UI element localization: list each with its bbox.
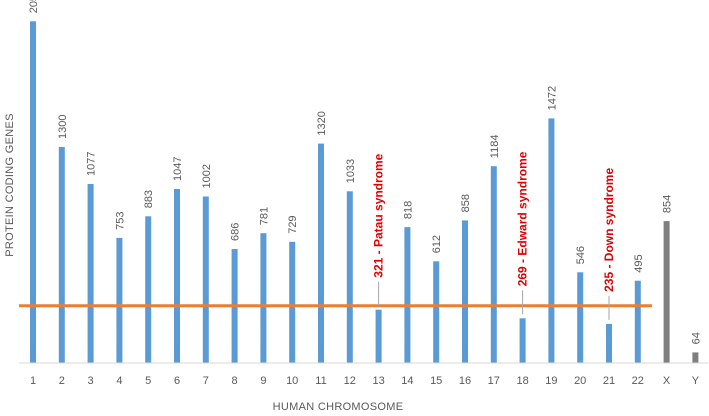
value-label-chr-22: 495 (633, 254, 645, 272)
bar-chr-9 (260, 233, 267, 363)
x-tick-labels: 1 2 3 4 5 6 7 8 9 10 11 12 13 14 15 16 17 18 19 20 21 22 X Y (30, 375, 700, 387)
bar-chr-16 (462, 220, 468, 363)
bar-chr-3 (87, 184, 94, 363)
x-tick-X: X (663, 375, 671, 387)
value-label-chr-7: 1002 (201, 164, 213, 188)
x-tick-12: 12 (344, 375, 356, 387)
bar-chr-X (663, 221, 670, 363)
bar-chr-2 (58, 147, 65, 363)
bar-chr-13 (375, 309, 382, 363)
x-tick-10: 10 (286, 375, 298, 387)
x-tick-Y: Y (692, 375, 700, 387)
bar-chr-1 (30, 21, 36, 364)
bar-chr-5 (145, 216, 152, 363)
value-label-chr-16: 858 (460, 194, 472, 212)
x-tick-5: 5 (145, 375, 151, 387)
annotations: 321 - Patau syndrome 269 - Edward syndrom… (372, 151, 616, 320)
value-label-chr-9: 781 (258, 207, 270, 225)
bar-chr-15 (433, 261, 440, 363)
value-label-chr-6: 1047 (172, 157, 184, 181)
bar-chr-6 (174, 189, 180, 363)
x-tick-6: 6 (174, 375, 180, 387)
value-label-chr-8: 686 (230, 223, 242, 241)
value-label-chr-20: 546 (575, 246, 587, 264)
value-label-chr-19: 1472 (546, 86, 558, 110)
x-tick-15: 15 (430, 375, 442, 387)
x-tick-7: 7 (203, 375, 209, 387)
value-label-chr-14: 818 (402, 201, 414, 219)
annotation-chr-18: 269 - Edward syndrome (516, 151, 530, 286)
x-tick-8: 8 (232, 375, 238, 387)
x-tick-18: 18 (516, 375, 528, 387)
x-tick-9: 9 (260, 375, 266, 387)
value-labels: 2056 1300 1077 753 883 1047 1002 686 781 729 1320 1… (28, 0, 702, 344)
value-label-chr-5: 883 (143, 190, 155, 208)
x-tick-22: 22 (632, 375, 644, 387)
bar-chr-14 (404, 227, 411, 363)
bar-chr-20 (577, 272, 584, 363)
value-label-chr-17: 1184 (489, 135, 501, 159)
bars-layer (30, 21, 699, 364)
x-tick-11: 11 (315, 375, 326, 387)
value-label-chr-1: 2056 (28, 0, 40, 13)
bar-chr-4 (116, 237, 123, 363)
y-axis-title: PROTEIN CODING GENES (4, 113, 16, 257)
value-label-chr-10: 729 (287, 215, 299, 233)
value-label-chr-4: 753 (114, 212, 126, 230)
x-tick-13: 13 (372, 375, 384, 387)
x-tick-20: 20 (574, 375, 586, 387)
bar-chr-21 (606, 323, 612, 363)
value-label-chr-3: 1077 (86, 152, 98, 176)
x-tick-17: 17 (488, 375, 500, 387)
value-label-chr-2: 1300 (57, 115, 69, 139)
x-tick-3: 3 (88, 375, 94, 387)
x-tick-4: 4 (116, 375, 122, 387)
value-label-chr-12: 1033 (345, 159, 357, 183)
x-axis-title: HUMAN CHROMOSOME (273, 401, 404, 413)
value-label-chr-15: 612 (431, 235, 443, 253)
x-tick-19: 19 (545, 375, 557, 387)
annotation-chr-13: 321 - Patau syndrome (372, 153, 386, 277)
value-label-chr-X: 854 (662, 195, 674, 213)
value-label-chr-Y: 64 (690, 332, 702, 344)
bar-chr-Y (692, 352, 699, 363)
x-tick-2: 2 (59, 375, 65, 387)
bar-chr-11 (318, 143, 324, 363)
x-tick-1: 1 (30, 375, 36, 387)
x-tick-14: 14 (401, 375, 413, 387)
bar-chr-12 (346, 191, 353, 363)
annotation-chr-21: 235 - Down syndrome (602, 168, 616, 292)
x-tick-21: 21 (603, 375, 615, 387)
value-label-chr-11: 1320 (316, 111, 328, 135)
bar-chr-10 (289, 241, 296, 363)
bar-chr-22 (634, 280, 641, 363)
bar-chr-18 (519, 318, 526, 363)
bar-chr-17 (490, 166, 497, 363)
bar-chr-7 (202, 196, 209, 363)
bar-chr-19 (548, 118, 555, 364)
x-tick-16: 16 (459, 375, 471, 387)
